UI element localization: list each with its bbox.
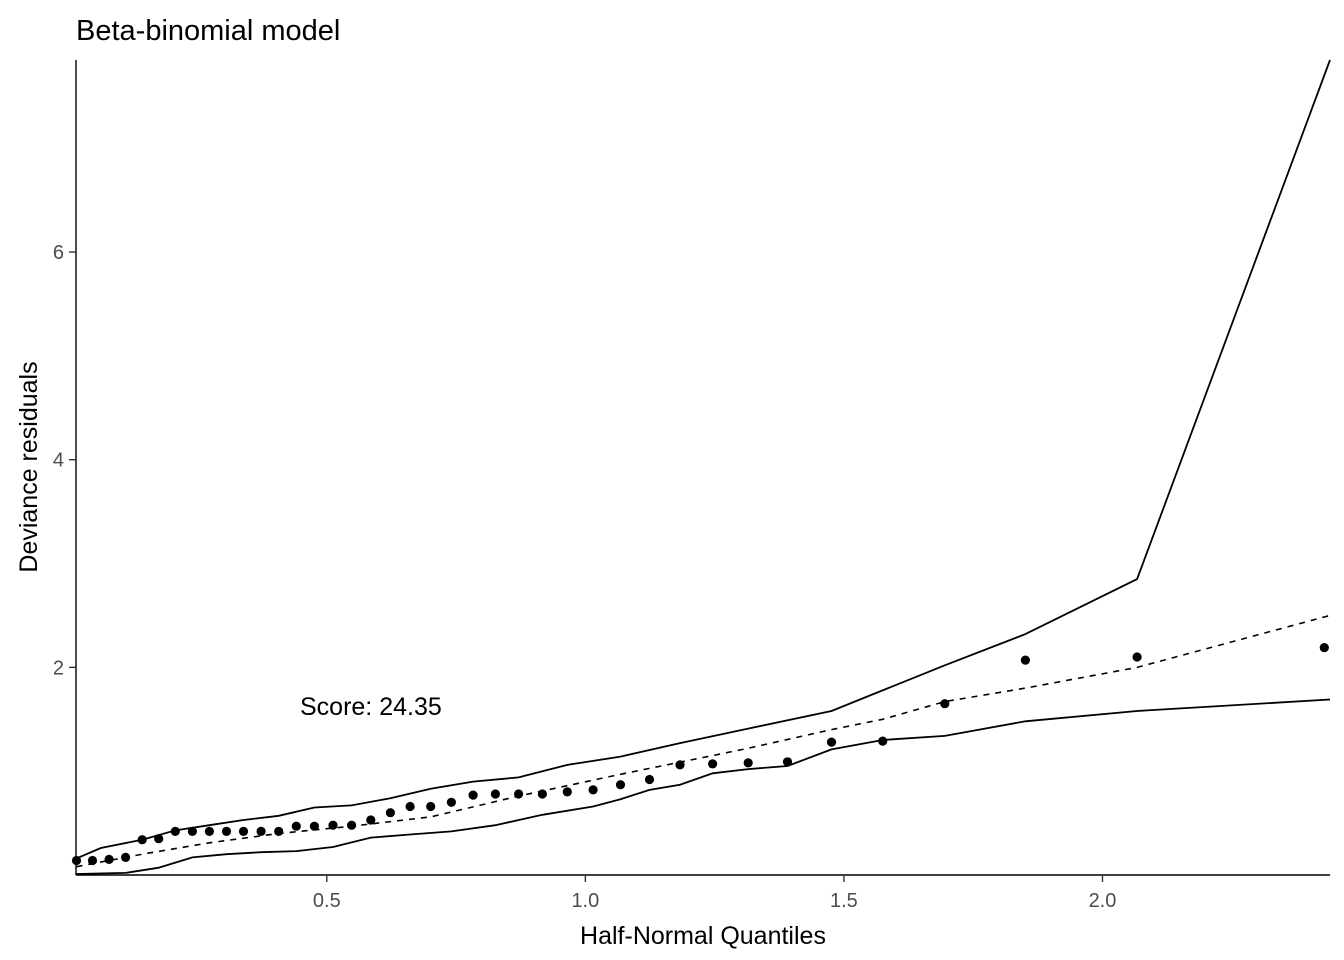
- data-point: [87, 855, 98, 866]
- data-point: [309, 821, 319, 831]
- data-point: [221, 826, 232, 837]
- data-point: [514, 789, 524, 799]
- x-tick-label: 1.0: [571, 890, 599, 912]
- data-point: [1020, 655, 1030, 665]
- data-point: [743, 758, 753, 768]
- data-point: [204, 826, 214, 837]
- data-point: [426, 801, 436, 812]
- data-point: [104, 854, 114, 865]
- chart-title: Beta-binomial model: [76, 15, 340, 47]
- data-point: [137, 835, 147, 845]
- data-point: [256, 826, 266, 837]
- x-tick-label: 1.5: [830, 890, 858, 912]
- data-point: [537, 789, 548, 799]
- data-point: [154, 834, 164, 844]
- data-points: [71, 643, 1329, 866]
- data-point: [274, 826, 284, 837]
- x-axis-ticks: 0.5 1.0 1.5 2.0: [313, 875, 1116, 912]
- data-point: [644, 774, 655, 785]
- lower-envelope-line: [76, 698, 1331, 875]
- data-point: [826, 737, 837, 747]
- data-point: [170, 826, 180, 837]
- y-tick-label: 4: [53, 450, 64, 472]
- data-point: [366, 815, 376, 825]
- x-tick-label: 2.0: [1089, 890, 1117, 912]
- median-envelope-line: [76, 614, 1331, 868]
- y-axis-ticks: 2 4 6: [53, 242, 76, 679]
- data-point: [782, 757, 793, 767]
- x-axis-title: Half-Normal Quantiles: [580, 922, 826, 950]
- data-point: [238, 826, 249, 837]
- y-tick-label: 6: [53, 242, 64, 264]
- x-tick-label: 0.5: [313, 890, 341, 912]
- data-point: [675, 760, 685, 770]
- data-point: [468, 790, 478, 800]
- data-point: [1319, 643, 1329, 653]
- y-tick-label: 2: [53, 657, 64, 679]
- data-point: [490, 789, 500, 799]
- data-point: [291, 821, 301, 831]
- data-point: [562, 787, 572, 797]
- envelope-lines: [76, 59, 1331, 875]
- data-point: [708, 759, 718, 769]
- data-point: [328, 820, 338, 830]
- data-point: [446, 797, 456, 807]
- data-point: [405, 801, 415, 812]
- data-point: [121, 852, 131, 863]
- data-point: [187, 826, 197, 837]
- data-point: [385, 808, 395, 818]
- data-point: [588, 785, 598, 795]
- data-point: [878, 736, 888, 746]
- data-point: [1132, 652, 1142, 662]
- data-point: [615, 780, 626, 790]
- upper-envelope-line: [76, 59, 1331, 860]
- y-axis-title: Deviance residuals: [15, 361, 43, 572]
- data-point: [940, 699, 950, 709]
- data-point: [347, 820, 357, 830]
- score-annotation: Score: 24.35: [300, 693, 442, 721]
